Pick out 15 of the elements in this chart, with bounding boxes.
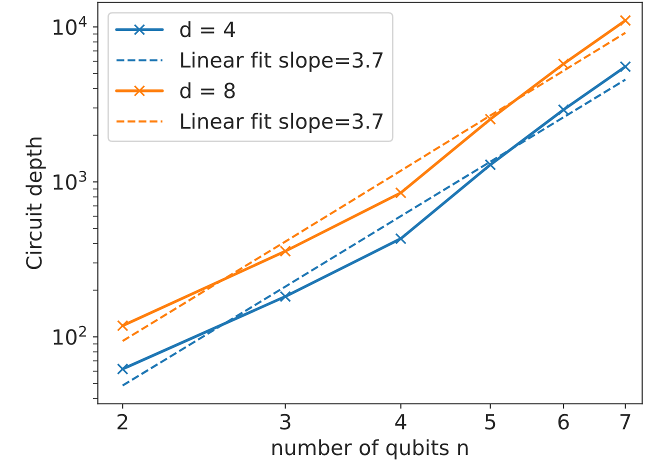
x-tick-label: 6: [558, 414, 569, 430]
legend-label: d = 8: [180, 82, 235, 98]
legend-label: Linear fit slope=3.7: [181, 112, 383, 134]
x-tick-label: 5: [485, 414, 496, 430]
legend-label: Linear fit slope=3.7: [181, 52, 383, 72]
y-axis-title: Circuit depth: [26, 138, 46, 270]
legend-label: d = 4: [180, 21, 236, 38]
x-tick-label: 3: [280, 414, 290, 430]
x-tick-label: 4: [395, 414, 406, 430]
y-tick-label: 10$^{3}$: [54, 170, 86, 190]
y-tick-label: 10$^{2}$: [54, 326, 86, 345]
x-tick-label: 7: [620, 414, 630, 430]
x-axis-title: number of qubits n: [272, 439, 468, 460]
x-tick-label: 2: [118, 414, 128, 430]
y-tick-label: 10$^{4}$: [54, 16, 87, 35]
